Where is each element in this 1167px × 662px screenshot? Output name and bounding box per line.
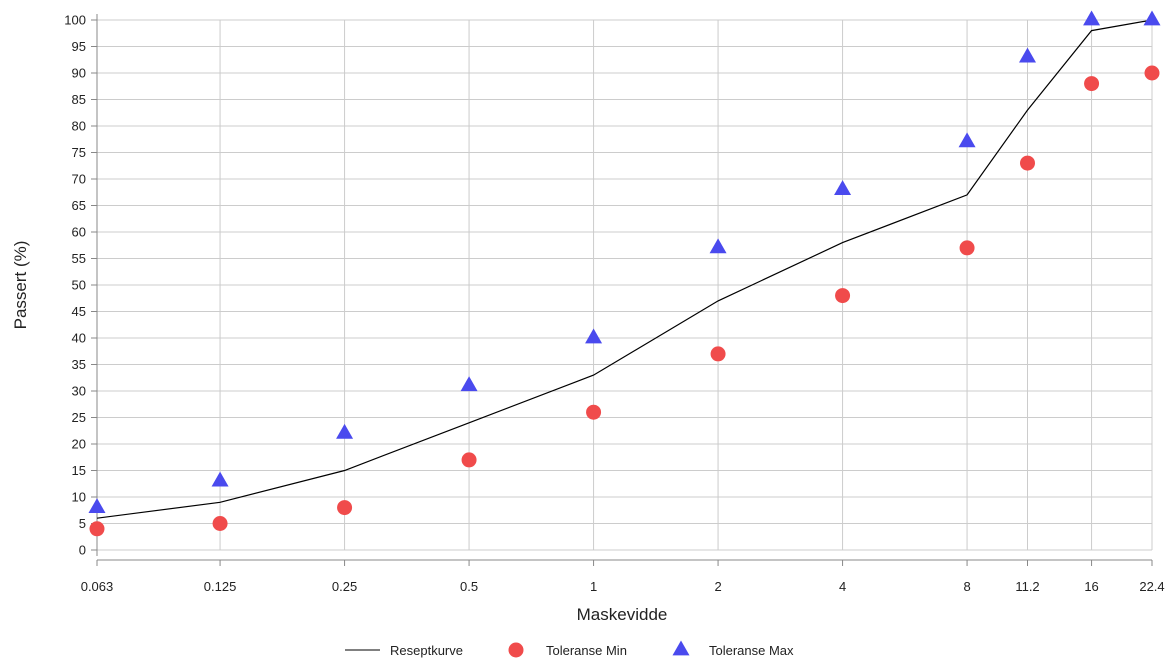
point-toleranse-min xyxy=(835,288,851,304)
x-tick-label: 1 xyxy=(590,579,597,594)
legend-label: Toleranse Min xyxy=(546,643,627,658)
point-toleranse-min xyxy=(586,404,602,420)
x-tick-label: 8 xyxy=(963,579,970,594)
y-tick-label: 15 xyxy=(72,463,86,478)
point-toleranse-max xyxy=(709,238,727,254)
y-tick-label: 55 xyxy=(72,251,86,266)
point-toleranse-max xyxy=(834,180,852,195)
legend-symbol-triangle xyxy=(672,640,690,656)
x-tick-label: 0.063 xyxy=(81,579,114,594)
y-tick-label: 80 xyxy=(72,119,86,134)
y-tick-label: 90 xyxy=(72,66,86,81)
point-toleranse-min xyxy=(1144,65,1160,81)
point-toleranse-min xyxy=(959,240,975,256)
point-toleranse-min xyxy=(1020,155,1036,171)
y-tick-label: 60 xyxy=(72,225,86,240)
point-toleranse-max xyxy=(88,498,106,513)
grid xyxy=(96,19,1153,551)
y-tick-label: 95 xyxy=(72,39,86,54)
legend-symbol-circle xyxy=(508,642,524,658)
y-tick-label: 25 xyxy=(72,410,86,425)
y-tick-label: 0 xyxy=(79,543,86,558)
point-toleranse-max xyxy=(460,376,478,392)
y-axis-title: Passert (%) xyxy=(11,241,30,330)
y-tick-label: 35 xyxy=(72,357,86,372)
x-tick-label: 2 xyxy=(714,579,721,594)
legend: Reseptkurve Toleranse Min Toleranse Max xyxy=(345,640,794,658)
x-tick-label: 16 xyxy=(1084,579,1098,594)
point-toleranse-max xyxy=(336,423,354,439)
legend-label: Reseptkurve xyxy=(390,643,463,658)
legend-label: Toleranse Max xyxy=(709,643,794,658)
point-toleranse-max xyxy=(1083,10,1101,26)
x-axis-title: Maskevidde xyxy=(577,605,668,624)
axes: 0510152025303540455055606570758085909510… xyxy=(64,13,1164,595)
y-tick-label: 65 xyxy=(72,198,86,213)
point-toleranse-max xyxy=(585,328,603,344)
y-tick-label: 10 xyxy=(72,490,86,505)
point-toleranse-max xyxy=(211,471,229,487)
x-tick-label: 0.25 xyxy=(332,579,357,594)
x-tick-label: 0.125 xyxy=(204,579,237,594)
x-tick-label: 11.2 xyxy=(1015,579,1039,594)
point-toleranse-min xyxy=(1084,76,1100,92)
y-tick-label: 100 xyxy=(64,13,86,28)
y-tick-label: 70 xyxy=(72,172,86,187)
point-toleranse-min xyxy=(337,500,353,516)
y-tick-label: 30 xyxy=(72,384,86,399)
y-tick-label: 40 xyxy=(72,331,86,346)
point-toleranse-max xyxy=(1143,10,1161,26)
y-tick-label: 75 xyxy=(72,145,86,160)
y-tick-label: 20 xyxy=(72,437,86,452)
x-tick-label: 4 xyxy=(839,579,846,594)
series xyxy=(88,10,1161,537)
point-toleranse-max xyxy=(958,132,976,148)
point-toleranse-min xyxy=(461,452,477,468)
point-toleranse-min xyxy=(710,346,726,362)
y-tick-label: 85 xyxy=(72,92,86,107)
y-tick-label: 45 xyxy=(72,304,86,319)
x-tick-label: 0.5 xyxy=(460,579,478,594)
point-toleranse-min xyxy=(212,516,228,531)
point-toleranse-max xyxy=(1019,47,1037,63)
y-tick-label: 5 xyxy=(79,516,86,531)
point-toleranse-min xyxy=(89,521,105,537)
series-line-reseptkurve xyxy=(96,19,1153,519)
y-tick-label: 50 xyxy=(72,278,86,293)
x-tick-label: 22.4 xyxy=(1139,579,1164,594)
